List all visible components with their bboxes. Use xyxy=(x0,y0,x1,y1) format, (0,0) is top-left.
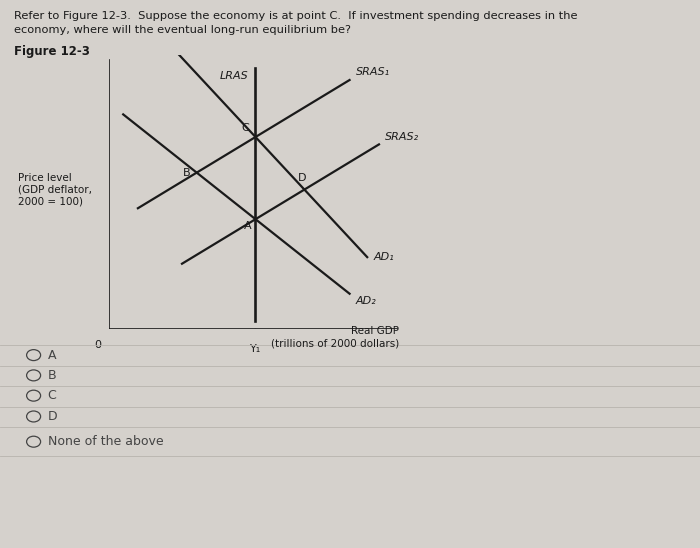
Text: SRAS₂: SRAS₂ xyxy=(385,132,419,141)
Text: (trillions of 2000 dollars): (trillions of 2000 dollars) xyxy=(271,338,399,348)
Text: A: A xyxy=(244,220,251,231)
Text: Y₁: Y₁ xyxy=(250,344,261,354)
Text: B: B xyxy=(183,168,191,178)
Text: C: C xyxy=(242,123,250,133)
Text: Refer to Figure 12-3.  Suppose the economy is at point C.  If investment spendin: Refer to Figure 12-3. Suppose the econom… xyxy=(14,11,578,21)
Text: B: B xyxy=(48,369,56,382)
Text: Real GDP: Real GDP xyxy=(351,326,399,336)
Text: SRAS₁: SRAS₁ xyxy=(356,67,390,77)
Text: AD₂: AD₂ xyxy=(356,296,376,306)
Text: D: D xyxy=(48,410,57,423)
Text: 2000 = 100): 2000 = 100) xyxy=(18,197,83,207)
Text: C: C xyxy=(48,389,56,402)
Text: A: A xyxy=(48,349,56,362)
Text: None of the above: None of the above xyxy=(48,435,163,448)
Text: D: D xyxy=(298,173,307,183)
Text: Price level: Price level xyxy=(18,173,71,182)
Text: Figure 12-3: Figure 12-3 xyxy=(14,45,90,58)
Text: LRAS: LRAS xyxy=(219,71,248,81)
Text: (GDP deflator,: (GDP deflator, xyxy=(18,185,92,195)
Text: 0: 0 xyxy=(94,340,102,350)
Text: economy, where will the eventual long-run equilibrium be?: economy, where will the eventual long-ru… xyxy=(14,25,351,35)
Text: AD₁: AD₁ xyxy=(373,252,394,261)
